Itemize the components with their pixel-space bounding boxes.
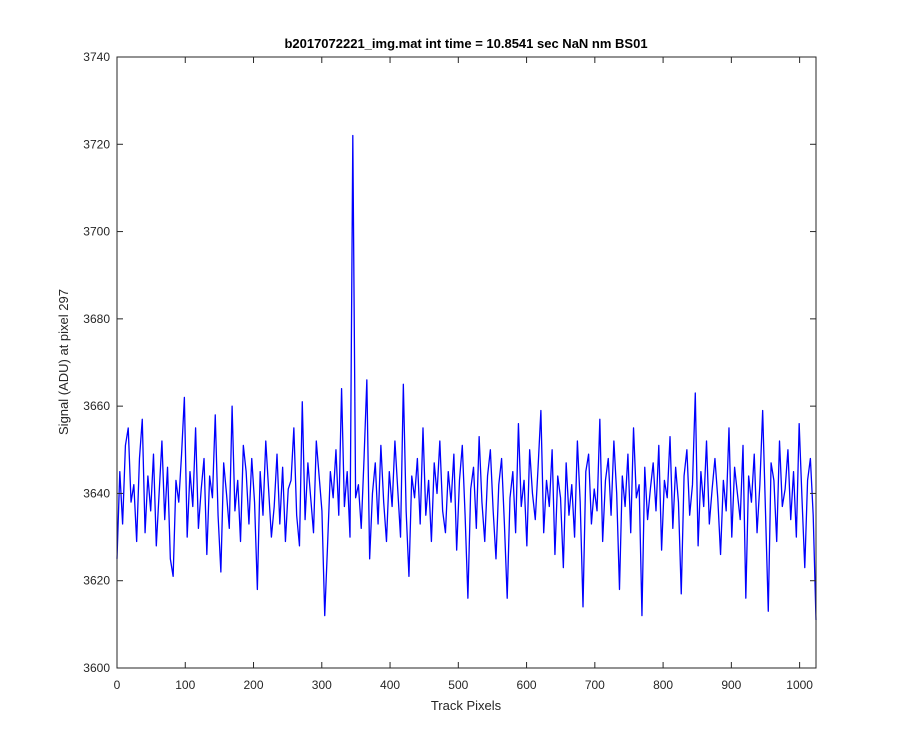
y-tick-label: 3660 xyxy=(83,399,110,413)
y-tick-label: 3720 xyxy=(83,137,110,151)
x-tick-label: 400 xyxy=(380,678,400,692)
y-axis-label: Signal (ADU) at pixel 297 xyxy=(56,289,71,435)
x-axis-label: Track Pixels xyxy=(431,698,502,713)
y-tick-label: 3620 xyxy=(83,574,110,588)
x-tick-label: 800 xyxy=(653,678,673,692)
axes-layer: 0 100 200 300 400 500 600 700 800 900 1000 3600 3620… xyxy=(83,50,817,692)
plot-area-background xyxy=(117,57,816,668)
data-layer xyxy=(116,134,817,621)
x-tick-label: 500 xyxy=(448,678,468,692)
series-line-0 xyxy=(116,134,817,621)
x-tick-label: 900 xyxy=(721,678,741,692)
y-tick-label: 3600 xyxy=(83,661,110,675)
x-tick-label: 600 xyxy=(517,678,537,692)
x-tick-label: 100 xyxy=(175,678,195,692)
y-tick-label: 3700 xyxy=(83,225,110,239)
y-tick-label: 3740 xyxy=(83,50,110,64)
chart-title: b2017072221_img.mat int time = 10.8541 s… xyxy=(284,36,647,51)
x-tick-label: 0 xyxy=(114,678,121,692)
x-tick-label: 200 xyxy=(244,678,264,692)
y-tick-label: 3680 xyxy=(83,312,110,326)
x-tick-label: 300 xyxy=(312,678,332,692)
x-tick-label: 1000 xyxy=(786,678,813,692)
x-tick-label: 700 xyxy=(585,678,605,692)
axes-box xyxy=(116,56,817,669)
y-tick-label: 3640 xyxy=(83,486,110,500)
